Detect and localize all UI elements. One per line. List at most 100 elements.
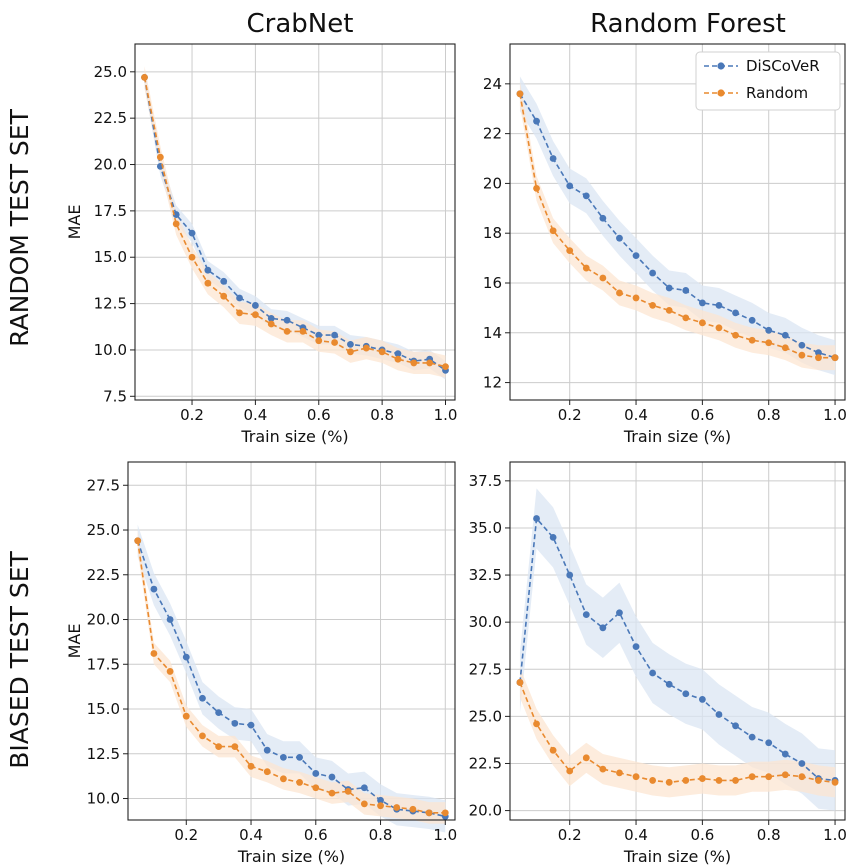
data-point-random bbox=[182, 712, 190, 720]
data-point-random bbox=[748, 773, 756, 781]
data-point-random bbox=[410, 359, 418, 367]
data-point-discover bbox=[616, 609, 623, 617]
y-tick-label: 25.0 bbox=[94, 63, 127, 81]
y-tick-label: 27.5 bbox=[469, 660, 502, 678]
data-point-discover bbox=[328, 773, 336, 781]
data-point-random bbox=[682, 314, 690, 322]
x-tick-label: 1.0 bbox=[434, 406, 458, 424]
legend-marker-random bbox=[717, 89, 725, 97]
row-title-random-test-set: RANDOM TEST SET bbox=[5, 108, 34, 346]
y-axis-label: MAE bbox=[65, 624, 84, 659]
data-point-discover bbox=[150, 585, 158, 593]
data-point-random bbox=[220, 292, 228, 300]
data-point-random bbox=[377, 802, 384, 810]
data-point-random bbox=[665, 778, 673, 786]
y-tick-label: 20.0 bbox=[469, 802, 502, 820]
data-point-discover bbox=[549, 155, 557, 162]
data-point-discover bbox=[347, 340, 354, 348]
y-tick-label: 22.5 bbox=[469, 754, 502, 772]
data-point-random bbox=[283, 327, 291, 335]
data-point-random bbox=[616, 289, 623, 297]
y-tick-label: 17.5 bbox=[87, 655, 120, 673]
y-tick-label: 35.0 bbox=[469, 519, 502, 537]
data-point-discover bbox=[312, 770, 320, 777]
data-point-random bbox=[141, 73, 148, 81]
data-point-random bbox=[296, 779, 303, 786]
y-tick-label: 22.5 bbox=[87, 566, 120, 584]
data-point-discover bbox=[533, 515, 540, 522]
data-point-random bbox=[188, 253, 196, 261]
data-point-random bbox=[616, 769, 623, 777]
data-point-random bbox=[566, 247, 574, 255]
data-point-random bbox=[236, 309, 243, 317]
data-point-discover bbox=[665, 284, 673, 292]
data-point-random bbox=[362, 344, 370, 352]
data-point-discover bbox=[231, 719, 239, 727]
data-point-discover bbox=[263, 746, 271, 754]
data-point-random bbox=[698, 319, 706, 327]
x-tick-label: 0.2 bbox=[558, 406, 582, 424]
row-title-biased-test-set: BIASED TEST SET bbox=[5, 550, 34, 768]
y-tick-label: 7.5 bbox=[103, 387, 127, 405]
panel-biased-randomforest: 0.2 0.4 0.6 0.8 1.0 20.0 22.5 25.0 27.5 30.0 32.5 3… bbox=[469, 461, 847, 866]
data-point-discover bbox=[781, 331, 789, 339]
x-axis-label: Train size (%) bbox=[623, 427, 731, 446]
data-point-discover bbox=[182, 653, 190, 661]
x-axis-label: Train size (%) bbox=[240, 427, 348, 446]
data-point-random bbox=[166, 668, 174, 675]
axes-frame bbox=[127, 461, 456, 821]
data-point-discover bbox=[582, 192, 590, 200]
data-point-random bbox=[715, 777, 723, 784]
band-random bbox=[144, 66, 446, 378]
data-point-random bbox=[267, 320, 275, 328]
data-point-discover bbox=[166, 616, 174, 623]
band-random bbox=[137, 530, 446, 824]
legend-label-discover: DiSCoVeR bbox=[746, 57, 820, 75]
data-point-discover bbox=[582, 611, 590, 619]
data-point-random bbox=[204, 279, 212, 287]
band-discover bbox=[144, 68, 446, 380]
data-point-random bbox=[247, 762, 255, 770]
data-point-discover bbox=[549, 533, 557, 541]
band-discover bbox=[519, 488, 836, 811]
panel-biased-crabnet: 0.2 0.4 0.6 0.8 1.0 10.0 12.5 15.0 17.5 20.0 22.5 2… bbox=[65, 461, 457, 866]
data-point-discover bbox=[748, 733, 756, 741]
axes-frame bbox=[134, 43, 456, 401]
data-point-random bbox=[533, 720, 540, 728]
x-tick-label: 0.8 bbox=[370, 406, 394, 424]
y-tick-label: 22.5 bbox=[94, 109, 127, 127]
y-tick-label: 12.5 bbox=[87, 745, 120, 763]
data-point-random bbox=[199, 732, 206, 740]
data-point-discover bbox=[682, 690, 690, 698]
data-point-random bbox=[815, 777, 822, 784]
data-point-discover bbox=[199, 694, 206, 702]
data-point-discover bbox=[251, 302, 259, 309]
x-tick-label: 0.2 bbox=[180, 406, 204, 424]
data-point-random bbox=[599, 274, 607, 282]
data-point-random bbox=[134, 537, 142, 545]
y-tick-label: 20.0 bbox=[94, 156, 127, 174]
data-point-random bbox=[360, 800, 368, 808]
data-point-random bbox=[566, 767, 574, 775]
data-point-random bbox=[599, 765, 607, 773]
data-point-random bbox=[798, 351, 806, 359]
y-tick-label: 32.5 bbox=[469, 566, 502, 584]
data-point-discover bbox=[798, 341, 806, 349]
data-point-random bbox=[156, 153, 164, 161]
data-point-discover bbox=[698, 696, 706, 703]
y-tick-label: 24 bbox=[483, 75, 502, 93]
data-point-random bbox=[665, 306, 673, 314]
data-point-random bbox=[394, 355, 402, 363]
data-point-random bbox=[172, 220, 180, 228]
panel-random-randomforest: 0.2 0.4 0.6 0.8 1.0 12 14 16 18 20 22 24 Train size … bbox=[483, 43, 847, 446]
data-point-random bbox=[798, 773, 806, 781]
legend-label-random: Random bbox=[746, 84, 808, 102]
data-point-discover bbox=[315, 331, 323, 339]
data-point-random bbox=[715, 324, 723, 332]
data-point-discover bbox=[781, 750, 789, 758]
y-tick-label: 16 bbox=[483, 274, 502, 292]
data-point-discover bbox=[815, 349, 822, 357]
data-point-random bbox=[649, 777, 657, 784]
data-point-discover bbox=[331, 331, 339, 339]
data-point-discover bbox=[283, 316, 291, 324]
